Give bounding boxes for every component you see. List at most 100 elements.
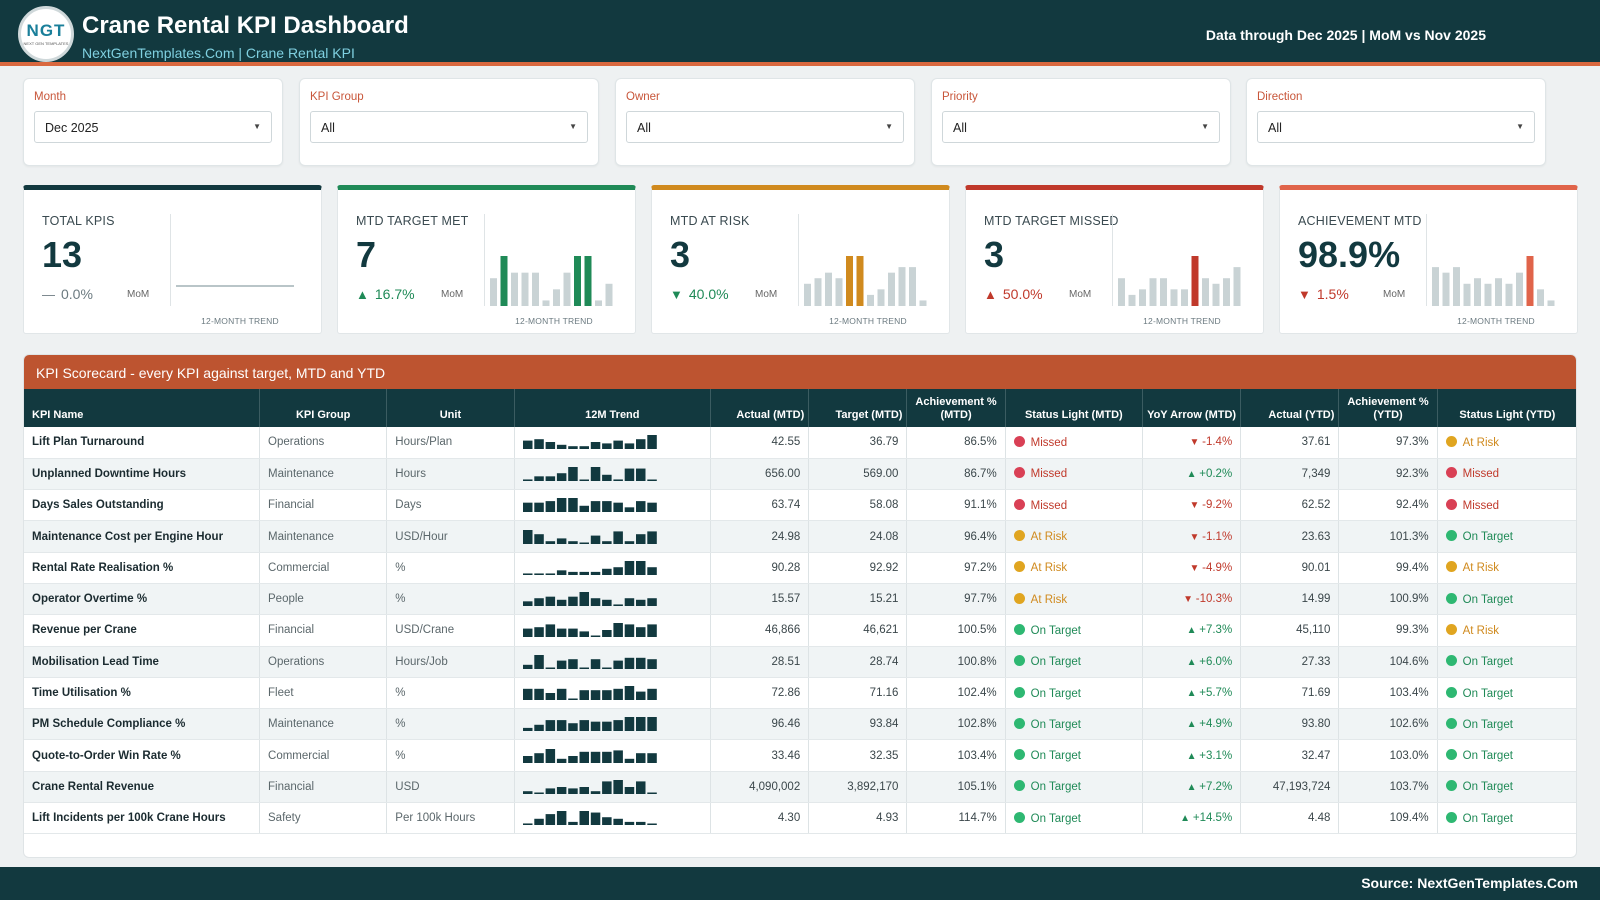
status-light-icon <box>1013 592 1025 604</box>
spark-bar <box>814 278 822 306</box>
trend-bar <box>646 624 657 638</box>
col-header-kpi-name[interactable]: KPI Name <box>24 389 261 427</box>
col-header-actual-mtd[interactable]: Actual (MTD) <box>710 389 810 427</box>
spark-bar <box>553 289 560 306</box>
trend-bar <box>567 723 578 732</box>
unit-cell: Hours <box>386 458 515 491</box>
trend-bar <box>545 501 555 513</box>
kpi-name-cell: Quote-to-Order Win Rate % <box>24 739 261 772</box>
table-row[interactable]: Maintenance Cost per Engine Hour Maintena… <box>24 520 1576 553</box>
col-header-unit[interactable]: Unit <box>386 389 515 427</box>
trend-bar <box>590 812 600 826</box>
table-row[interactable]: Lift Plan Turnaround Operations Hours/Plan… <box>24 427 1576 459</box>
kpi-value: 13 <box>42 234 83 275</box>
status-light-icon <box>1013 498 1025 510</box>
kpi-card-mtd-target-missed[interactable]: MTD TARGET MISSED 3 ▲ 50.0% MoM 12-MONTH TREN… <box>965 185 1264 334</box>
trend-bar <box>579 751 589 763</box>
spark-bar <box>1463 283 1471 306</box>
kpi-name-cell: Lift Plan Turnaround <box>24 427 261 459</box>
table-row[interactable]: Revenue per Crane Financial USD/Crane 46,86… <box>24 614 1576 647</box>
col-header-achievement-mtd[interactable]: Achievement % (MTD) <box>906 389 1006 427</box>
col-header-achievement-ytd[interactable]: Achievement % (YTD) <box>1338 389 1438 427</box>
table-row[interactable]: Quote-to-Order Win Rate % Commercial% 33.4… <box>24 739 1576 772</box>
owner-dropdown[interactable]: All ▼ <box>626 111 904 143</box>
actual-ytd-cell: 71.69 <box>1240 677 1340 710</box>
chevron-down-icon: ▼ <box>1516 122 1524 131</box>
direction-dropdown[interactable]: All ▼ <box>1257 111 1535 143</box>
table-row[interactable]: Unplanned Downtime Hours Maintenance Hours… <box>24 458 1576 491</box>
table-row[interactable]: Days Sales Outstanding Financial Days 63.74… <box>24 489 1576 522</box>
actual-mtd-cell: 15.57 <box>710 583 810 616</box>
kpi-card-mtd-target-met[interactable]: MTD TARGET MET 7 ▲ 16.7% MoM 12-MONTH TREND <box>337 185 636 334</box>
kpi-scorecard-table: KPI Name KPI Group Unit 12M Trend Actual… <box>24 389 1576 835</box>
trend-bar <box>624 624 634 638</box>
logo: NGT NEXT GEN TEMPLATES <box>18 6 74 62</box>
trend-bar <box>624 443 634 450</box>
trend-bar <box>590 442 600 450</box>
table-row[interactable]: Time Utilisation % Fleet% 72.86 71.16 102.4%… <box>24 677 1576 710</box>
kpi-card-mtd-at-risk[interactable]: MTD AT RISK 3 ▼ 40.0% MoM 12-MONTH TREND <box>651 185 950 334</box>
table-row[interactable]: Mobilisation Lead Time Operations Hours/Jo… <box>24 646 1576 678</box>
status-light-icon <box>1013 435 1025 447</box>
col-header-trend[interactable]: 12M Trend <box>514 389 712 427</box>
trend-cell <box>514 614 712 647</box>
table-row[interactable]: Lift Incidents per 100k Crane Hours Safet… <box>24 802 1576 835</box>
chevron-down-icon: ▼ <box>569 122 577 131</box>
kpi-value: 3 <box>984 234 1005 275</box>
period-note: Data through Dec 2025 | MoM vs Nov 2025 <box>1205 27 1486 43</box>
col-header-yoy-mtd[interactable]: YoY Arrow (MTD) <box>1142 389 1242 427</box>
status-label: On Target <box>1030 687 1081 700</box>
trend-bar <box>545 573 555 575</box>
trend-bar <box>533 818 544 826</box>
yoy-mtd-cell: ▲ +5.7% <box>1142 677 1242 710</box>
actual-mtd-cell: 656.00 <box>710 458 810 491</box>
table-row[interactable]: Operator Overtime % People% 15.57 15.21 97.7… <box>24 583 1576 616</box>
trend-bar <box>579 542 589 544</box>
yoy-mtd-cell: ▲ +6.0% <box>1142 646 1242 678</box>
row-trend-chart <box>522 623 657 638</box>
spark-bar <box>1516 272 1523 306</box>
trend-bar <box>646 479 657 481</box>
spark-bar <box>1223 278 1230 306</box>
trend-bar <box>635 533 646 544</box>
kpi-value: 98.9% <box>1298 234 1401 275</box>
table-row[interactable]: Rental Rate Realisation % Commercial% 90.2… <box>24 552 1576 584</box>
trend-bar <box>590 535 600 544</box>
col-header-target-mtd[interactable]: Target (MTD) <box>808 389 908 427</box>
kpi-group-cell: Operations <box>259 646 388 678</box>
table-row[interactable]: PM Schedule Compliance % Maintenance% 96.4… <box>24 708 1576 741</box>
col-header-kpi-group[interactable]: KPI Group <box>259 389 388 427</box>
priority-dropdown[interactable]: All ▼ <box>942 111 1220 143</box>
trend-bar <box>624 717 634 732</box>
target-mtd-cell: 3,892,170 <box>808 771 908 804</box>
logo-mark: NGT <box>26 20 66 40</box>
target-mtd-cell: 92.92 <box>808 552 908 584</box>
spark-bar <box>909 267 916 306</box>
trend-bar <box>646 792 657 794</box>
month-dropdown[interactable]: Dec 2025 ▼ <box>34 111 272 143</box>
trend-bar <box>556 629 566 638</box>
table-row[interactable]: Crane Rental Revenue Financial USD 4,090,00… <box>24 771 1576 804</box>
kpi-change: — 0.0% <box>42 286 93 302</box>
col-header-status-mtd[interactable]: Status Light (MTD) <box>1005 389 1143 427</box>
trend-cell <box>514 739 712 772</box>
unit-cell: % <box>386 677 515 710</box>
kpi-group-dropdown[interactable]: All ▼ <box>310 111 588 143</box>
trend-bar <box>556 599 566 607</box>
col-header-actual-ytd[interactable]: Actual (YTD) <box>1240 389 1340 427</box>
kpi-card-achievement-mtd[interactable]: ACHIEVEMENT MTD 98.9% ▼ 1.5% MoM 12-MONTH TRE… <box>1279 185 1578 334</box>
col-header-status-ytd[interactable]: Status Light (YTD) <box>1437 389 1576 427</box>
status-label: On Target <box>1462 718 1513 731</box>
trend-bar <box>545 720 555 732</box>
filter-label: KPI Group <box>310 91 364 103</box>
kpi-group-cell: Financial <box>259 614 388 647</box>
status-label: On Target <box>1462 531 1513 544</box>
kpi-divider <box>798 214 799 306</box>
trend-bar <box>556 758 566 763</box>
kpi-group-cell: Fleet <box>259 677 388 710</box>
kpi-card-total-kpis[interactable]: TOTAL KPIS 13 — 0.0% MoM 12-MONTH TREND <box>23 185 322 334</box>
trend-bar <box>567 446 578 450</box>
spark-bar <box>1526 256 1534 306</box>
status-ytd-cell: At Risk <box>1437 614 1576 647</box>
trend-caption: 12-MONTH TREND <box>1457 316 1535 326</box>
